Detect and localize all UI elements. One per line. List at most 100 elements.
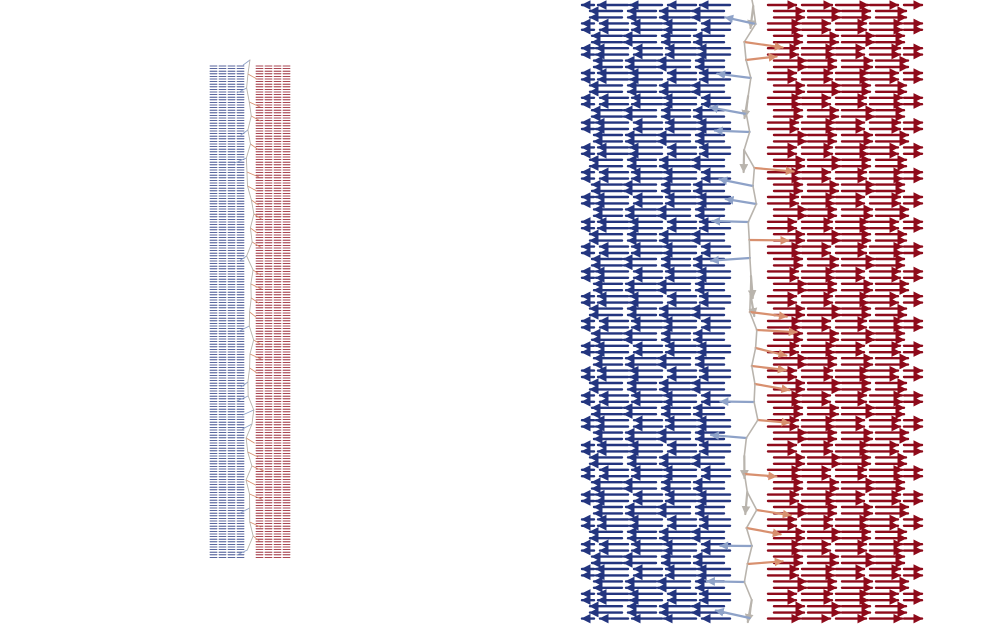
- wall-arrow-cool: [718, 176, 755, 188]
- overview-wall-arrow: [250, 283, 262, 290]
- overview-wall-segment: [249, 521, 254, 537]
- wall-segment: [743, 149, 756, 169]
- wall-segment: [752, 185, 758, 205]
- wall-arrow-warm: [755, 508, 792, 519]
- overview-wall-arrow: [242, 59, 251, 66]
- overview-wall-segment: [246, 73, 249, 89]
- wall-arrow-warm: [753, 166, 795, 176]
- overview-wall-segment: [247, 367, 251, 383]
- overview-wall-arrow: [250, 199, 259, 206]
- wall-segment: [747, 77, 752, 97]
- wall-segment: [743, 563, 749, 583]
- overview-wall-arrow: [252, 535, 260, 542]
- wall-arrow-warm: [745, 526, 782, 538]
- wall-arrow-warm: [754, 346, 788, 358]
- overview-wall-arrow: [253, 213, 262, 220]
- overview-wall-arrow: [247, 185, 258, 192]
- overview-wall-arrow: [253, 339, 263, 346]
- overview-wall-segment: [245, 465, 253, 481]
- wall-arrow-neutral: [741, 490, 751, 516]
- wall-segment: [743, 581, 753, 601]
- overview-wall-segment: [247, 185, 252, 201]
- wall-segment: [743, 23, 757, 43]
- wall-arrow-cool: [713, 126, 751, 136]
- wall-segment: [745, 419, 759, 439]
- overview-wall-arrow: [250, 115, 261, 122]
- wall-segment: [753, 401, 759, 421]
- overview-wall-segment: [249, 339, 255, 355]
- overview-wall-segment: [245, 423, 253, 439]
- overview-wall-arrow: [252, 269, 261, 276]
- overview-wall-arrow: [247, 451, 259, 458]
- wall-segment: [743, 131, 751, 151]
- overview-wall-arrow: [245, 437, 255, 444]
- wall-segment: [745, 95, 749, 115]
- wall-segment: [748, 239, 751, 259]
- overview-wall-segment: [250, 199, 255, 215]
- overview-wall-arrow: [249, 311, 257, 318]
- wall-segment: [743, 41, 747, 61]
- overview-wall-segment: [248, 101, 252, 117]
- wall-segment: [749, 293, 752, 313]
- overview-wall-arrow: [242, 409, 255, 416]
- wall-arrow-cool: [724, 14, 757, 26]
- overview-wall-arrow: [236, 87, 248, 94]
- wall-segment: [752, 5, 757, 25]
- overview-wall-arrow: [242, 423, 253, 430]
- overview-wall-segment: [249, 213, 255, 229]
- wall-segment: [746, 545, 753, 565]
- overview-wall-segment: [247, 115, 252, 131]
- wall-segment: [752, 167, 756, 187]
- wall-segment: [746, 491, 758, 511]
- wall-segment: [750, 347, 757, 367]
- wall-segment: [747, 203, 758, 223]
- wall-segment: [749, 275, 752, 295]
- wall-arrow-cool: [711, 216, 750, 226]
- wall-arrow-warm: [743, 471, 778, 481]
- wall-segment: [749, 257, 752, 277]
- wall-segment: [745, 509, 758, 529]
- overview-wall-segment: [248, 325, 255, 341]
- overview-wall-segment: [246, 171, 248, 187]
- wall-arrow-warm: [750, 364, 787, 374]
- wall-segment: [749, 311, 758, 331]
- wall-arrow-warm: [744, 53, 778, 62]
- overview-wall-arrow: [236, 395, 249, 402]
- overview-wall-segment: [245, 437, 249, 453]
- overview-wall-arrow: [251, 465, 265, 472]
- wall-segment: [745, 527, 753, 547]
- overview-wall-segment: [245, 479, 250, 495]
- overview-wall-arrow: [247, 73, 258, 80]
- overview-wall-segment: [246, 241, 253, 257]
- overview-wall-arrow: [249, 227, 258, 234]
- wall-segment: [743, 437, 748, 457]
- overview-wall-segment: [246, 87, 250, 103]
- overview-wall-arrow: [251, 241, 261, 248]
- wall-segment: [754, 329, 758, 349]
- wall-arrow-warm: [743, 40, 784, 51]
- wall-arrow-cool: [709, 255, 752, 265]
- overview-panel: [209, 59, 291, 558]
- overview-wall-segment: [246, 255, 254, 271]
- overview-wall-arrow: [236, 549, 248, 556]
- overview-wall-arrow: [234, 157, 247, 164]
- wall-segment: [743, 473, 749, 493]
- overview-wall-segment: [247, 129, 251, 145]
- wall-arrow-warm: [755, 327, 798, 337]
- overview-wall-segment: [245, 157, 248, 173]
- overview-wall-arrow: [250, 297, 259, 304]
- wall-segment: [750, 365, 756, 385]
- overview-wall-arrow: [246, 171, 260, 178]
- overview-wall-arrow: [249, 493, 262, 500]
- wall-arrow-cool: [719, 397, 756, 406]
- overview-wall-segment: [250, 269, 254, 285]
- overview-wall-arrow: [238, 255, 248, 262]
- wall-segment: [748, 599, 753, 619]
- wall-segment: [753, 383, 756, 403]
- overview-wall-arrow: [249, 521, 261, 528]
- wall-segment: [747, 221, 751, 241]
- overview-wall-arrow: [248, 101, 261, 108]
- overview-wall-segment: [247, 59, 251, 75]
- wall-arrow-cool: [705, 577, 746, 586]
